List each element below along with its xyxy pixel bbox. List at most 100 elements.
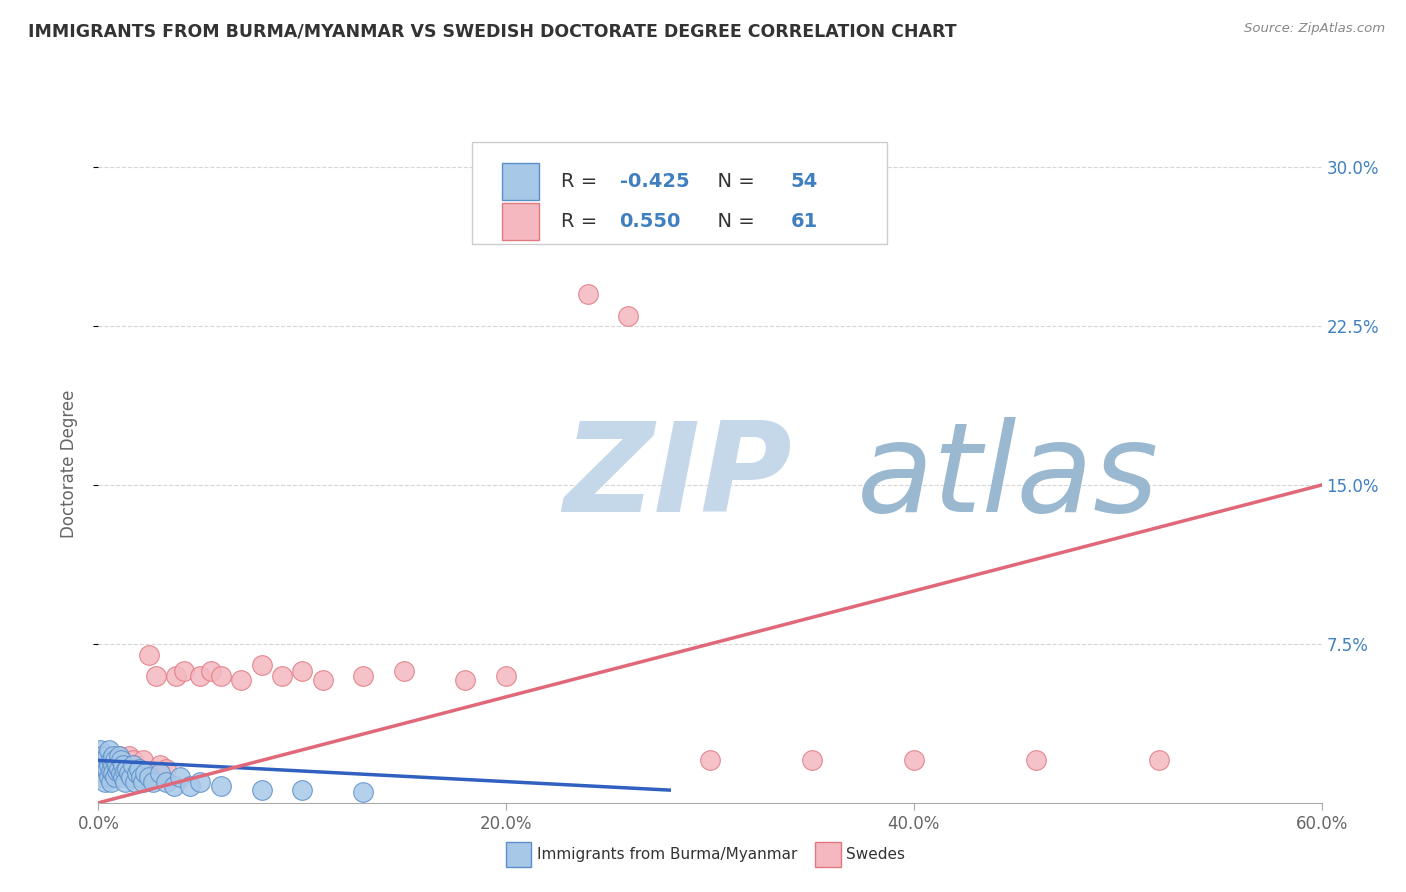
Point xyxy=(100,757,122,772)
FancyBboxPatch shape xyxy=(502,202,538,240)
Point xyxy=(129,770,152,785)
Text: 0.550: 0.550 xyxy=(620,211,681,231)
Point xyxy=(149,766,172,780)
Point xyxy=(89,764,111,778)
Text: Source: ZipAtlas.com: Source: ZipAtlas.com xyxy=(1244,22,1385,36)
Point xyxy=(250,658,273,673)
Point xyxy=(96,757,118,772)
Point xyxy=(105,764,128,778)
Point xyxy=(209,669,232,683)
Point xyxy=(115,757,138,772)
Point xyxy=(138,770,160,785)
Text: R =: R = xyxy=(561,172,603,191)
Point xyxy=(91,764,114,778)
Point xyxy=(87,753,110,767)
Point xyxy=(108,749,131,764)
Point xyxy=(97,766,120,780)
Point xyxy=(699,753,721,767)
Point xyxy=(134,766,156,780)
Point xyxy=(91,770,114,785)
Point xyxy=(93,774,115,789)
Point xyxy=(145,669,167,683)
Point xyxy=(270,669,294,683)
Point xyxy=(495,669,517,683)
Point xyxy=(93,757,115,772)
Point xyxy=(122,753,145,767)
Point xyxy=(127,766,149,780)
Text: ZIP: ZIP xyxy=(564,417,792,538)
Point xyxy=(392,665,416,679)
Point xyxy=(114,774,136,789)
Point xyxy=(352,785,374,799)
Point xyxy=(200,665,222,679)
Point xyxy=(114,764,136,778)
Point xyxy=(110,762,132,776)
Point xyxy=(132,753,155,767)
Point xyxy=(91,753,114,767)
Text: N =: N = xyxy=(706,211,761,231)
Point xyxy=(108,762,131,776)
Point xyxy=(93,753,115,767)
Point xyxy=(155,762,177,776)
Text: IMMIGRANTS FROM BURMA/MYANMAR VS SWEDISH DOCTORATE DEGREE CORRELATION CHART: IMMIGRANTS FROM BURMA/MYANMAR VS SWEDISH… xyxy=(28,22,956,40)
Point xyxy=(118,766,141,780)
Point xyxy=(111,753,134,767)
Text: 61: 61 xyxy=(790,211,818,231)
Text: Swedes: Swedes xyxy=(846,847,905,862)
Point xyxy=(101,766,124,780)
Point xyxy=(155,774,177,789)
Text: R =: R = xyxy=(561,211,603,231)
Point xyxy=(104,757,127,772)
Point xyxy=(105,753,128,767)
Point xyxy=(101,753,124,767)
Point xyxy=(120,762,142,776)
Point xyxy=(105,757,128,772)
Point xyxy=(250,783,273,797)
Point xyxy=(138,648,160,662)
Point xyxy=(104,753,127,767)
Point xyxy=(188,774,212,789)
Point xyxy=(122,757,145,772)
Point xyxy=(1025,753,1047,767)
Point xyxy=(118,749,141,764)
Point xyxy=(93,764,115,778)
Point xyxy=(142,774,165,789)
Point xyxy=(111,770,134,785)
Point xyxy=(89,749,111,764)
Point xyxy=(91,749,114,764)
Point xyxy=(101,757,124,772)
Point xyxy=(93,753,115,767)
Point xyxy=(97,753,120,767)
Point xyxy=(97,762,120,776)
Point xyxy=(124,774,146,789)
Text: atlas: atlas xyxy=(856,417,1159,538)
Point xyxy=(114,764,136,778)
Point xyxy=(100,764,122,778)
Text: N =: N = xyxy=(706,172,761,191)
Point xyxy=(163,779,186,793)
Point xyxy=(101,766,124,780)
Point xyxy=(149,757,172,772)
Point xyxy=(97,757,120,772)
Point xyxy=(165,669,187,683)
Point xyxy=(96,770,118,785)
Point xyxy=(209,779,232,793)
Point xyxy=(100,753,122,767)
Point xyxy=(1147,753,1170,767)
Point xyxy=(104,762,127,776)
Point xyxy=(89,757,111,772)
Point xyxy=(128,762,150,776)
Point xyxy=(108,757,131,772)
Point xyxy=(111,757,134,772)
Point xyxy=(89,743,111,757)
Point xyxy=(188,669,212,683)
Point xyxy=(617,309,640,323)
Point xyxy=(97,770,120,785)
Point xyxy=(169,770,191,785)
FancyBboxPatch shape xyxy=(471,142,887,244)
Point xyxy=(291,783,314,797)
Point xyxy=(179,779,201,793)
Text: Immigrants from Burma/Myanmar: Immigrants from Burma/Myanmar xyxy=(537,847,797,862)
Point xyxy=(115,762,138,776)
Point xyxy=(110,753,132,767)
